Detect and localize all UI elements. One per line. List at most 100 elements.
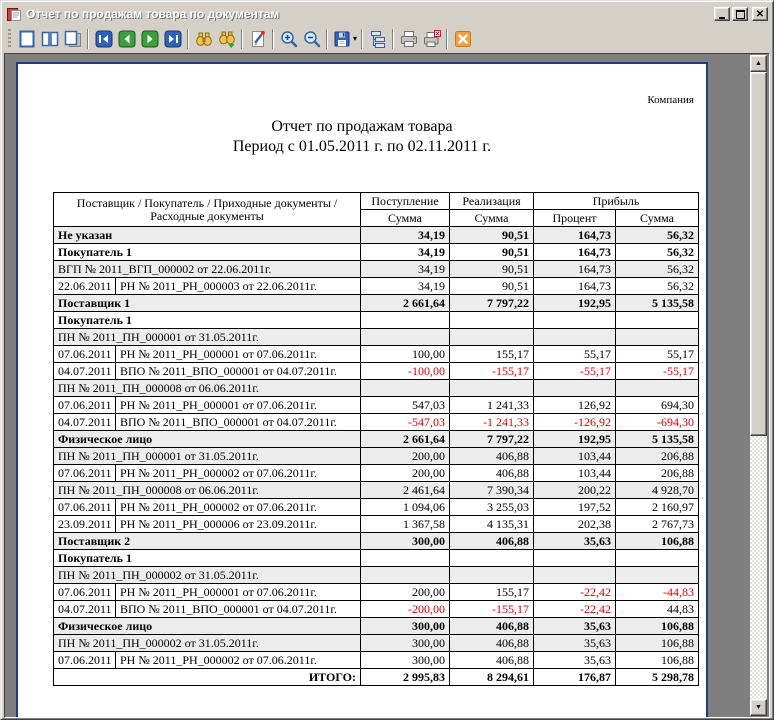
window-controls: ✕ <box>714 7 768 21</box>
row-date-cell: 23.09.2011 <box>53 515 116 533</box>
close-preview-button[interactable] <box>451 27 474 50</box>
table-row: 07.06.2011 РН № 2011_РН_000002 от 07.06.2… <box>53 498 700 516</box>
toolbar-gripper[interactable] <box>8 28 11 49</box>
row-value-cell: -22,42 <box>533 600 617 618</box>
report-title: Отчет по продажам товара <box>271 118 453 135</box>
maximize-button[interactable] <box>732 7 748 21</box>
arrow-down-icon: ▼ <box>755 704 762 711</box>
row-value-cell: 406,88 <box>449 651 535 669</box>
vertical-scrollbar[interactable]: ▲ ▼ <box>750 55 767 716</box>
row-label-cell: ВПО № 2011_ВПО_000001 от 04.07.2011г. <box>114 362 362 380</box>
row-value-cell: 34,19 <box>360 226 451 244</box>
scrollbar-track[interactable] <box>750 72 767 699</box>
row-value-cell: 8 294,61 <box>449 668 535 686</box>
row-label-cell: ПН № 2011_ПН_000001 от 31.05.2011г. <box>52 447 362 465</box>
table-row: ВГП № 2011_ВГП_000002 от 22.06.2011г. 34,… <box>52 260 700 278</box>
row-value-cell: 164,73 <box>533 260 617 278</box>
row-value-cell: 202,38 <box>533 515 617 533</box>
find-next-button[interactable] <box>215 27 238 50</box>
row-value-cell <box>449 311 535 329</box>
zoom-in-icon <box>279 29 299 49</box>
row-value-cell <box>449 328 535 346</box>
row-value-cell: 103,44 <box>533 447 617 465</box>
row-value-cell: 4 928,70 <box>615 481 700 499</box>
find-button[interactable] <box>192 27 215 50</box>
table-row: ПН № 2011_ПН_000008 от 06.06.2011г. <box>52 379 700 397</box>
prev-page-button[interactable] <box>115 27 138 50</box>
row-label-cell: Поставщик 2 <box>52 532 362 550</box>
prev-page-icon <box>117 29 137 49</box>
page-setup-button[interactable] <box>61 27 84 50</box>
edit-page-button[interactable] <box>246 27 269 50</box>
row-value-cell <box>449 549 535 567</box>
row-value-cell: 126,92 <box>533 396 617 414</box>
scrollbar-thumb[interactable] <box>750 72 767 436</box>
table-row: ПН № 2011_ПН_000001 от 31.05.2011г. <box>52 328 700 346</box>
row-value-cell: 55,17 <box>533 345 617 363</box>
row-value-cell: 35,63 <box>533 532 617 550</box>
row-value-cell: 106,88 <box>615 532 700 550</box>
table-row: Покупатель 1 34,19 90,51 164,73 56,32 <box>52 243 700 261</box>
row-label-cell: Покупатель 1 <box>52 243 362 261</box>
save-dropdown-icon[interactable]: ▾ <box>353 33 358 43</box>
print-icon <box>399 29 419 49</box>
minimize-button[interactable] <box>714 7 730 21</box>
row-value-cell <box>360 328 451 346</box>
row-value-cell: 100,00 <box>360 345 451 363</box>
row-value-cell: -126,92 <box>533 413 617 431</box>
row-value-cell: -694,30 <box>615 413 700 431</box>
whole-page-button[interactable] <box>15 27 38 50</box>
last-page-button[interactable] <box>161 27 184 50</box>
row-label-cell: РН № 2011_РН_000001 от 07.06.2011г. <box>114 345 362 363</box>
toolbar-separator <box>272 28 274 49</box>
save-button[interactable]: ▾ <box>331 27 358 50</box>
row-value-cell: 103,44 <box>533 464 617 482</box>
scroll-down-button[interactable]: ▼ <box>750 699 767 716</box>
row-value-cell: 106,88 <box>615 634 700 652</box>
row-value-cell: 1 094,06 <box>360 498 451 516</box>
table-row: 04.07.2011 ВПО № 2011_ВПО_000001 от 04.07… <box>53 413 700 431</box>
row-value-cell: 192,95 <box>533 430 617 448</box>
header-col1: Поставщик / Покупатель / Приходные докум… <box>52 192 362 227</box>
close-button[interactable]: ✕ <box>752 7 768 21</box>
first-page-icon <box>94 29 114 49</box>
first-page-button[interactable] <box>92 27 115 50</box>
row-value-cell: 106,88 <box>615 617 700 635</box>
zoom-out-button[interactable] <box>300 27 323 50</box>
row-value-cell: 2 661,64 <box>360 294 451 312</box>
row-label-cell: ПН № 2011_ПН_000008 от 06.06.2011г. <box>52 481 362 499</box>
close-icon: ✕ <box>755 8 765 20</box>
row-value-cell <box>615 311 700 329</box>
row-value-cell <box>449 379 535 397</box>
row-date-cell: 04.07.2011 <box>53 362 116 380</box>
row-value-cell: 200,00 <box>360 464 451 482</box>
row-label-cell: РН № 2011_РН_000001 от 07.06.2011г. <box>114 583 362 601</box>
zoom-out-icon <box>302 29 322 49</box>
row-value-cell: 7 797,22 <box>449 430 535 448</box>
scroll-up-button[interactable]: ▲ <box>750 55 767 72</box>
row-value-cell: 155,17 <box>449 345 535 363</box>
print-button[interactable] <box>397 27 420 50</box>
row-value-cell: 5 135,58 <box>615 294 700 312</box>
row-label-cell: РН № 2011_РН_000003 от 22.06.2011г. <box>114 277 362 295</box>
row-value-cell: 90,51 <box>449 277 535 295</box>
row-value-cell: 7 797,22 <box>449 294 535 312</box>
titlebar: Отчет по продажам товара по документам ✕ <box>4 4 770 24</box>
two-pages-button[interactable] <box>38 27 61 50</box>
report-structure-button[interactable] <box>366 27 389 50</box>
row-value-cell: 5 298,78 <box>615 668 700 686</box>
row-value-cell <box>533 549 617 567</box>
row-value-cell: 2 767,73 <box>615 515 700 533</box>
row-label-cell: РН № 2011_РН_000001 от 07.06.2011г. <box>114 396 362 414</box>
toolbar: ▾ <box>4 24 770 53</box>
toolbar-separator <box>241 28 243 49</box>
row-value-cell <box>360 311 451 329</box>
row-value-cell: -155,17 <box>449 362 535 380</box>
row-date-cell: 07.06.2011 <box>53 345 116 363</box>
next-page-button[interactable] <box>138 27 161 50</box>
table-row: 07.06.2011 РН № 2011_РН_000002 от 07.06.2… <box>53 464 700 482</box>
zoom-in-button[interactable] <box>277 27 300 50</box>
print-options-button[interactable] <box>420 27 443 50</box>
